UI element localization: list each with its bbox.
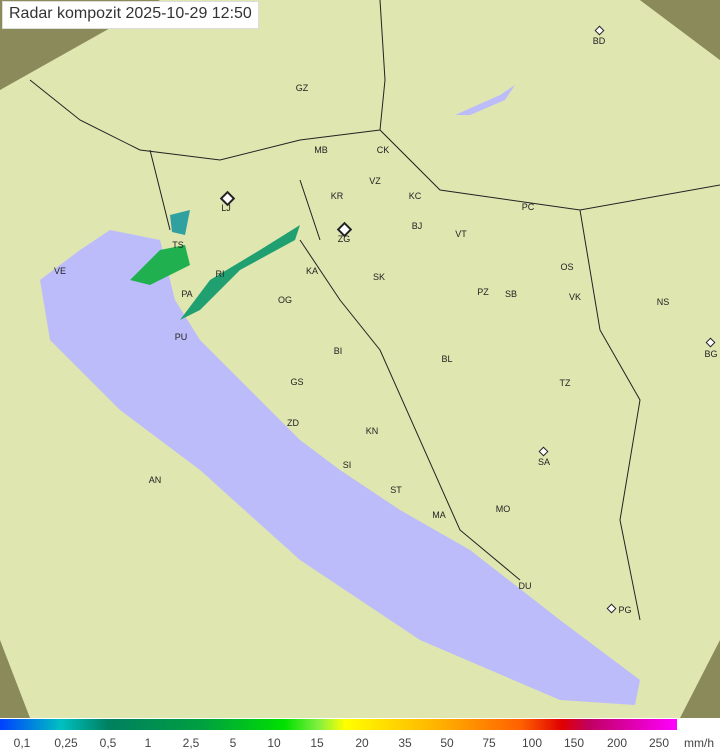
city-label: KA bbox=[305, 266, 319, 276]
city-label: RI bbox=[215, 269, 225, 279]
legend-tick: 0,1 bbox=[13, 736, 31, 750]
city-label: BL bbox=[441, 354, 453, 364]
legend-tick: 35 bbox=[398, 736, 412, 750]
city-label: BG bbox=[704, 349, 718, 359]
city-label: MO bbox=[495, 504, 511, 514]
legend-tick: 100 bbox=[521, 736, 543, 750]
city-label: VZ bbox=[369, 176, 381, 186]
city-label: SI bbox=[342, 460, 352, 470]
radar-coverage bbox=[0, 0, 720, 718]
city-label: PZ bbox=[477, 287, 489, 297]
legend-tick: 150 bbox=[563, 736, 585, 750]
city-label: PA bbox=[181, 289, 193, 299]
map-title: Radar kompozit 2025-10-29 12:50 bbox=[2, 1, 259, 29]
city-label: GS bbox=[290, 377, 304, 387]
legend-tick: 50 bbox=[440, 736, 454, 750]
border-lines bbox=[29, 0, 720, 621]
city-label: ZD bbox=[287, 418, 299, 428]
city-label: PG bbox=[618, 605, 632, 615]
radar-map[interactable]: BD GZ MB CK VZ KR KC PC LJ ZG BJ VT VE T… bbox=[0, 0, 720, 718]
city-label: CK bbox=[376, 145, 390, 155]
city-label: ZG bbox=[337, 234, 351, 244]
city-label: NS bbox=[656, 297, 670, 307]
city-label: ST bbox=[390, 485, 402, 495]
city-label: PU bbox=[174, 332, 188, 342]
city-label: BD bbox=[592, 36, 606, 46]
city-label: BJ bbox=[411, 221, 423, 231]
legend-tick: 20 bbox=[355, 736, 369, 750]
legend-tick: 0,25 bbox=[54, 736, 78, 750]
lake-balaton bbox=[455, 85, 515, 115]
city-label: SK bbox=[372, 272, 386, 282]
city-label: TZ bbox=[559, 378, 571, 388]
legend-tick: 1 bbox=[144, 736, 152, 750]
city-label: OG bbox=[277, 295, 293, 305]
legend-tick: 250 bbox=[648, 736, 670, 750]
city-label: KR bbox=[330, 191, 344, 201]
legend-tick: 2,5 bbox=[182, 736, 200, 750]
city-label: MA bbox=[432, 510, 446, 520]
legend-tick: 10 bbox=[267, 736, 281, 750]
radar-echoes bbox=[130, 210, 300, 320]
legend-tick: 15 bbox=[310, 736, 324, 750]
legend-color-scale bbox=[0, 719, 677, 730]
map-canvas bbox=[0, 0, 720, 718]
legend-tick: 0,5 bbox=[99, 736, 117, 750]
legend-tick: 200 bbox=[606, 736, 628, 750]
city-label: AN bbox=[148, 475, 162, 485]
legend-tick: 75 bbox=[482, 736, 496, 750]
city-label: KC bbox=[408, 191, 422, 201]
sea bbox=[40, 230, 640, 705]
city-label: TS bbox=[172, 240, 184, 250]
city-label: KN bbox=[365, 426, 379, 436]
city-label: VT bbox=[455, 229, 467, 239]
city-label: MB bbox=[314, 145, 328, 155]
legend-tick: 5 bbox=[229, 736, 237, 750]
city-label: PC bbox=[521, 202, 535, 212]
city-label: LJ bbox=[221, 203, 231, 213]
outside-coverage-ne bbox=[640, 0, 720, 60]
city-label: DU bbox=[518, 581, 532, 591]
city-label: VK bbox=[568, 292, 582, 302]
legend-unit: mm/h bbox=[684, 736, 714, 750]
city-label: BI bbox=[333, 346, 343, 356]
city-label: VE bbox=[53, 266, 67, 276]
city-label: OS bbox=[560, 262, 574, 272]
city-label: SA bbox=[537, 457, 551, 467]
city-label: GZ bbox=[295, 83, 309, 93]
city-label: SB bbox=[504, 289, 518, 299]
